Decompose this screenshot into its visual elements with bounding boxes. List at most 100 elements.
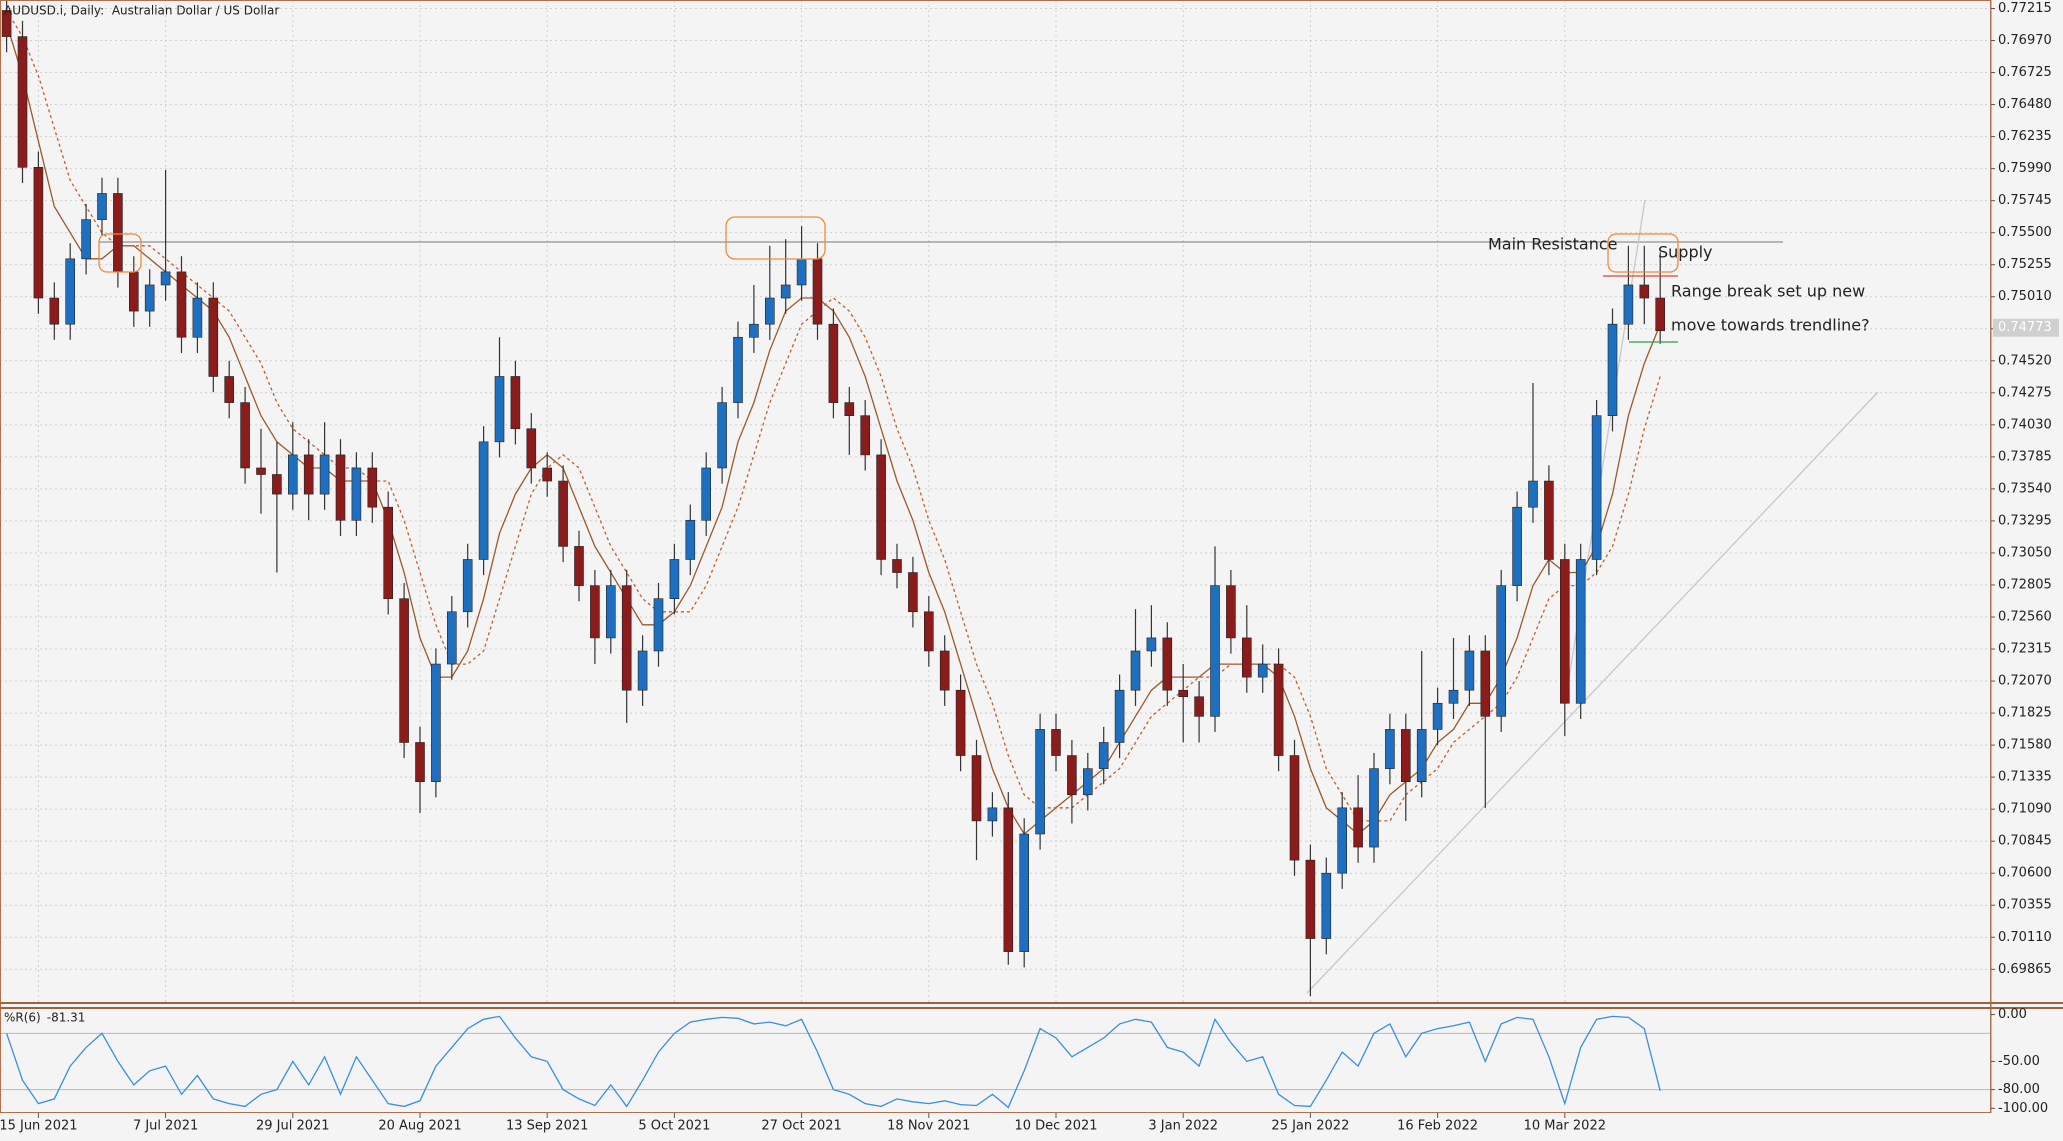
price-label: 0.74773 [1998, 320, 2052, 335]
y-tick-label: -100.00 [1998, 1101, 2048, 1116]
frame [0, 0, 1991, 1113]
candle-body [446, 611, 457, 665]
candle-body [1623, 284, 1634, 325]
candle-body [1560, 559, 1570, 704]
annotation: Range break set up new [1671, 282, 1865, 301]
x-tick-label: 15 Jun 2021 [0, 1119, 78, 1134]
candle-body [923, 611, 934, 652]
y-tick-label: 0.75990 [1998, 161, 2052, 176]
candle-body [129, 271, 139, 312]
y-tick-label: 0.76480 [1998, 97, 2052, 112]
annotation: Main Resistance [1488, 235, 1618, 254]
candle-body [574, 546, 584, 586]
chart-title: AUDUSD.i, Daily: Australian Dollar / US … [4, 4, 279, 18]
x-tick-label: 29 Jul 2021 [256, 1119, 330, 1134]
candle-body [1035, 729, 1045, 835]
candle-body [65, 258, 75, 325]
y-tick-label: 0.72070 [1998, 674, 2052, 689]
candle-body [1019, 833, 1030, 952]
candle-body [1289, 755, 1300, 861]
candle-body [749, 323, 759, 338]
x-tick-label: 13 Sep 2021 [506, 1119, 588, 1134]
y-tick-label: -80.00 [1998, 1082, 2040, 1097]
grid [0, 0, 1991, 1091]
candle-body [160, 271, 171, 286]
candle-body [303, 454, 314, 495]
y-tick-label: 0.70355 [1998, 898, 2052, 913]
indicator-line [5, 1015, 1661, 1109]
candle-body [1655, 297, 1665, 332]
candle-body [1098, 742, 1109, 769]
annotation: Supply [1658, 243, 1713, 262]
candle-body [1432, 702, 1443, 730]
candle-body [240, 402, 250, 469]
candle-body [1591, 415, 1602, 560]
highlight-box [725, 216, 826, 260]
y-tick-label: 0.72315 [1998, 642, 2052, 657]
candle-body [478, 441, 489, 560]
candle-body [1257, 663, 1268, 678]
candle-body [796, 258, 807, 286]
candle-body [272, 474, 282, 495]
candle-body [542, 467, 553, 482]
candle-body [1321, 872, 1332, 939]
indicator-value: -81.31 [47, 1011, 86, 1025]
candle-body [955, 689, 966, 756]
y-tick-label: 0.74275 [1998, 385, 2052, 400]
candle-body [462, 559, 473, 613]
candle-body [1639, 284, 1650, 299]
candle-body [971, 755, 982, 822]
candle-body [1607, 323, 1618, 416]
annotation: move towards trendline? [1671, 316, 1870, 335]
y-tick-label: 0.73295 [1998, 513, 2052, 528]
y-tick-label: 0.71580 [1998, 738, 2052, 753]
y-tick-label: 0.75500 [1998, 225, 2052, 240]
y-tick-label: 0.74520 [1998, 353, 2052, 368]
candle-body [637, 650, 648, 691]
candle-body [1544, 480, 1554, 560]
candle-body [669, 559, 680, 599]
candle-body [367, 467, 378, 508]
y-tick-label: 0.75745 [1998, 193, 2052, 208]
y-tick-label: 0.72805 [1998, 577, 2052, 592]
candle-body [176, 271, 187, 338]
candle-body [590, 585, 600, 639]
candle-body [415, 742, 425, 782]
candle-body [49, 297, 60, 325]
candle-body [192, 297, 203, 338]
highlight-box [98, 233, 142, 273]
x-tick-label: 18 Nov 2021 [887, 1119, 970, 1134]
candle-body [908, 572, 918, 613]
candle-body [764, 297, 775, 325]
x-tick-label: 27 Oct 2021 [761, 1119, 841, 1134]
candle-body [1401, 729, 1411, 782]
candle-body [1162, 637, 1173, 691]
candle-body [1226, 585, 1236, 639]
y-tick-label: 0.70600 [1998, 866, 2052, 881]
x-tick-label: 10 Dec 2021 [1014, 1119, 1097, 1134]
candle-body [1242, 637, 1252, 678]
y-tick-label: 0.77215 [1998, 1, 2052, 16]
candle-body [510, 376, 521, 430]
candle-body [81, 219, 91, 260]
y-tick-label: 0.70845 [1998, 834, 2052, 849]
candle-body [1003, 807, 1014, 952]
candle-body [1512, 506, 1522, 586]
candle-body [1273, 663, 1284, 756]
x-tick-label: 10 Mar 2022 [1524, 1119, 1606, 1134]
candle-body [399, 598, 409, 743]
plot [1, 0, 1879, 1109]
candle-body [351, 467, 362, 521]
y-tick-label: 0.76235 [1998, 129, 2052, 144]
y-tick-label: -50.00 [1998, 1054, 2040, 1069]
x-tick-label: 5 Oct 2021 [638, 1119, 710, 1134]
candle-body [335, 454, 346, 521]
candle-body [383, 506, 394, 599]
candle-body [144, 284, 155, 312]
price-box [1993, 318, 2059, 337]
candle-body [256, 467, 266, 475]
x-tick-label: 16 Feb 2022 [1397, 1119, 1478, 1134]
candle-body [1114, 689, 1125, 743]
candle-body [1178, 689, 1188, 698]
